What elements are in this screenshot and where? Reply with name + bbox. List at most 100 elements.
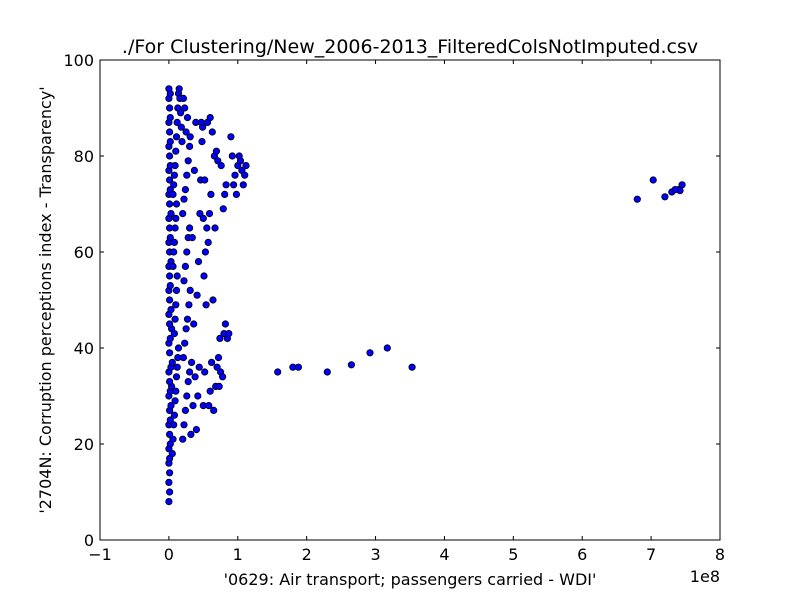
- scatter-point: [181, 406, 189, 414]
- scatter-point: [169, 190, 177, 198]
- scatter-point: [188, 234, 196, 242]
- scatter-point: [186, 368, 194, 376]
- scatter-point: [236, 157, 245, 165]
- scatter-point: [205, 401, 213, 410]
- y-tick-label: 100: [63, 51, 94, 70]
- scatter-point: [242, 162, 250, 170]
- scatter-point: [366, 349, 374, 357]
- x-tick-label: 5: [508, 545, 518, 564]
- scatter-point: [171, 315, 179, 323]
- scatter-point: [166, 377, 174, 386]
- scatter-point: [165, 85, 173, 93]
- scatter-point: [170, 181, 178, 189]
- scatter-point: [182, 128, 190, 136]
- y-tick-label: 60: [74, 243, 94, 262]
- scatter-point: [172, 214, 180, 222]
- scatter-point: [173, 118, 181, 127]
- scatter-point: [184, 157, 192, 165]
- x-tick-label: 3: [370, 545, 380, 564]
- chart-title: ./For Clustering/New_2006-2013_FilteredC…: [122, 36, 698, 58]
- scatter-point: [201, 368, 209, 376]
- scatter-point: [171, 162, 179, 170]
- scatter-point: [274, 368, 282, 376]
- scatter-point: [166, 128, 174, 136]
- scatter-point: [190, 320, 198, 328]
- scatter-point: [190, 166, 198, 174]
- scatter-point: [188, 358, 196, 366]
- scatter-point: [239, 181, 247, 189]
- scatter-point: [173, 363, 181, 371]
- scatter-point: [209, 296, 217, 304]
- scatter-point: [186, 286, 194, 294]
- scatter-point: [214, 157, 222, 165]
- scatter-point: [166, 320, 174, 328]
- scatter-point: [172, 373, 181, 381]
- scatter-point: [661, 193, 669, 201]
- scatter-point: [186, 142, 194, 150]
- scatter-point: [192, 425, 200, 434]
- scatter-point: [232, 190, 240, 198]
- points-layer: [165, 85, 686, 506]
- scatter-point: [179, 435, 187, 443]
- scatter-point: [179, 210, 187, 218]
- scatter-point: [171, 224, 179, 232]
- scatter-point: [166, 234, 174, 242]
- scatter-point: [219, 373, 227, 381]
- scatter-point: [172, 301, 180, 309]
- scatter-point: [170, 411, 178, 419]
- scatter-point: [205, 210, 214, 218]
- scatter-point: [169, 435, 177, 443]
- scatter-point: [169, 262, 177, 270]
- scatter-point: [182, 325, 190, 333]
- scatter-point: [167, 401, 175, 410]
- scatter-point: [170, 238, 178, 246]
- scatter-point: [181, 262, 189, 270]
- scatter-point: [199, 214, 207, 222]
- scatter-point: [183, 171, 191, 179]
- scatter-point: [193, 291, 201, 299]
- scatter-point: [208, 128, 216, 136]
- scatter-point: [175, 85, 183, 93]
- scatter-point: [186, 224, 194, 232]
- x-offset-label: 1e8: [690, 567, 720, 586]
- scatter-point: [166, 272, 174, 280]
- scatter-point: [221, 320, 229, 328]
- y-ticks: 0 20 40 60 80 100: [63, 51, 720, 550]
- scatter-point: [208, 358, 216, 366]
- scatter-point: [166, 334, 174, 342]
- scatter-point: [170, 171, 178, 179]
- scatter-point: [200, 272, 208, 280]
- scatter-point: [170, 248, 178, 256]
- scatter-point: [166, 469, 174, 477]
- scatter-point: [166, 488, 174, 496]
- scatter-point: [347, 361, 355, 369]
- scatter-point: [383, 344, 391, 352]
- scatter-point: [203, 224, 211, 232]
- scatter-point: [216, 334, 224, 342]
- x-tick-label: 4: [439, 545, 449, 564]
- scatter-point: [194, 392, 202, 400]
- scatter-point: [241, 171, 249, 179]
- scatter-point: [165, 497, 173, 506]
- scatter-point: [191, 373, 199, 381]
- y-axis-label: '2704N: Corruption perceptions index - T…: [36, 86, 55, 513]
- x-ticks: −1 0 1 2 3 4 5 6 7 8: [88, 60, 725, 564]
- scatter-point: [225, 329, 233, 338]
- scatter-point: [649, 176, 657, 184]
- scatter-point: [196, 210, 204, 218]
- scatter-point: [166, 200, 174, 208]
- scatter-point: [179, 353, 187, 362]
- scatter-point: [201, 248, 209, 256]
- scatter-point: [183, 392, 191, 400]
- scatter-point: [227, 133, 235, 141]
- scatter-point: [186, 133, 194, 141]
- scatter-point: [166, 296, 174, 304]
- scatter-point: [207, 190, 215, 198]
- scatter-point: [167, 210, 175, 218]
- scatter-point: [179, 94, 187, 103]
- scatter-point: [166, 152, 174, 160]
- scatter-point: [222, 181, 230, 189]
- scatter-point: [181, 339, 189, 347]
- x-tick-label: −1: [88, 545, 112, 564]
